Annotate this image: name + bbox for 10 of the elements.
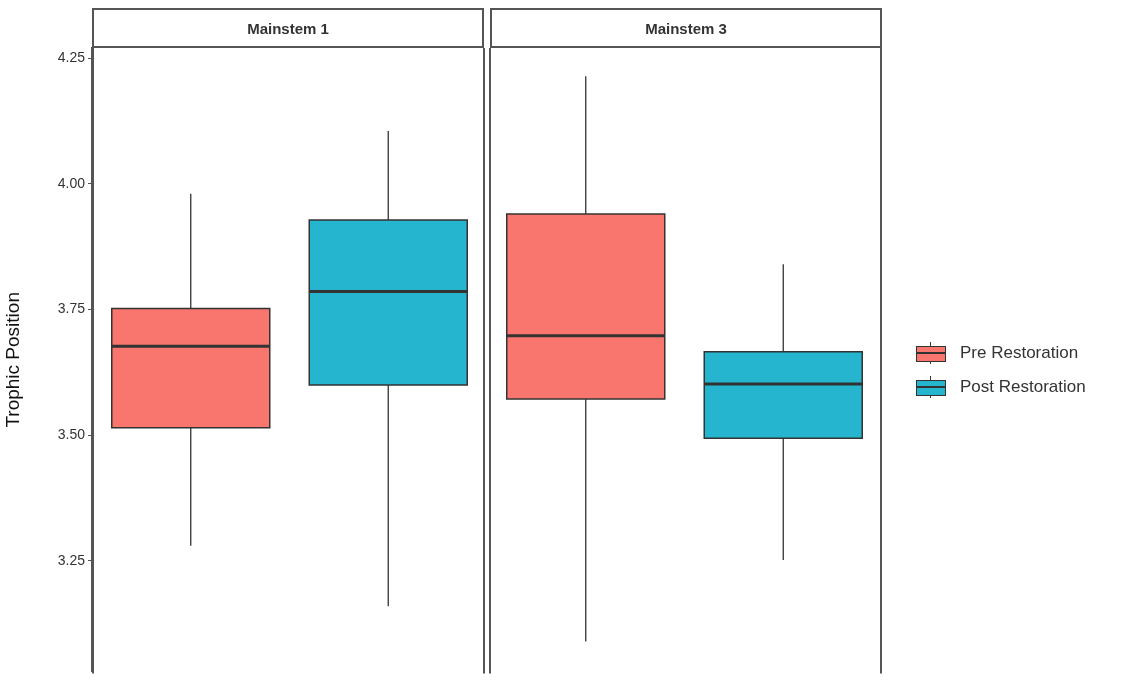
y-tick-label: 3.25 [57,551,86,568]
y-tick-label: 3.75 [57,300,86,317]
y-tick-label: 4.00 [57,174,86,191]
legend-label: Pre Restoration [960,343,1079,363]
legend-label: Post Restoration [960,377,1086,397]
x-tick-label: Mainstem 3 [490,8,882,48]
y-tick-label: 3.50 [57,426,86,443]
y-tick-label: 4.25 [57,48,86,65]
y-axis-title: Trophic Position [1,292,23,428]
x-tick-label: Mainstem 1 [92,8,484,48]
